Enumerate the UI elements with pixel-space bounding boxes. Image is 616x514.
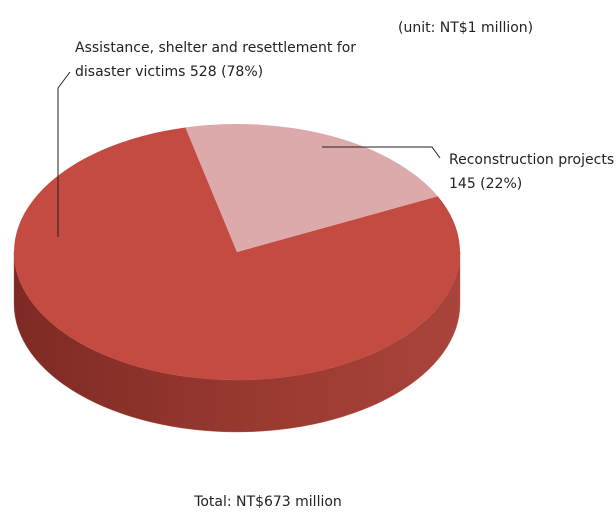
slice bbox=[14, 127, 461, 380]
slice-label: Reconstruction projects 145 (22%) bbox=[449, 148, 615, 196]
slice bbox=[185, 124, 438, 252]
slice-label: Assistance, shelter and resettlement for… bbox=[75, 36, 395, 84]
value-label: 528 (78%) bbox=[189, 64, 264, 80]
leader-line bbox=[322, 146, 441, 159]
unit-note: (unit: NT$1 million) bbox=[398, 20, 534, 36]
category-label: Assistance, shelter and resettlement for… bbox=[75, 40, 357, 80]
pie bbox=[13, 124, 461, 433]
total-note: Total: NT$673 million bbox=[194, 494, 342, 510]
value-label: 145 (22%) bbox=[449, 176, 523, 192]
leader-line bbox=[57, 71, 71, 237]
category-label: Reconstruction projects bbox=[449, 152, 615, 168]
